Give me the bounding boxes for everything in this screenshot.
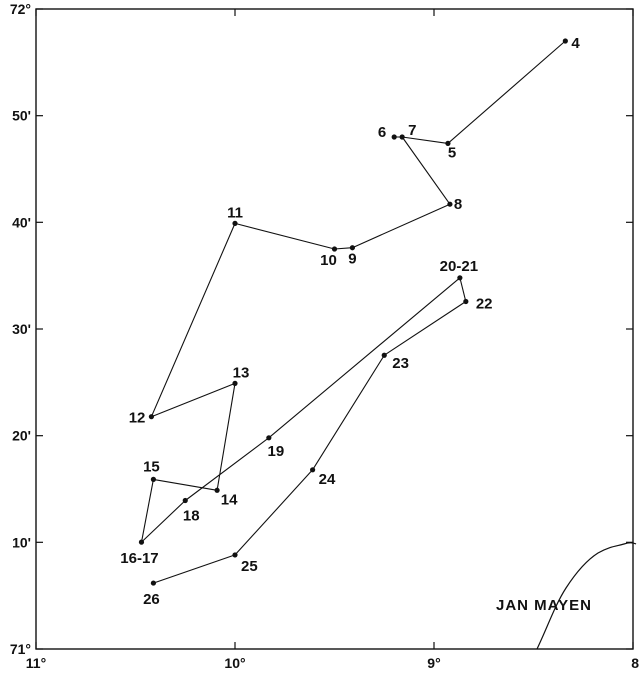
station-label: 7 [408, 122, 416, 139]
track-line [140, 40, 566, 584]
place-label-jan-mayen: JAN MAYEN [496, 597, 592, 614]
station-point [463, 298, 469, 305]
station-label: 23 [392, 355, 409, 372]
station-point [310, 467, 316, 473]
station-points: 4 5 6 7 8 9 10 11 12 13 14 15 16-17 18 19 20-21 22 23 24 25… [120, 35, 580, 608]
station-label: 14 [221, 491, 238, 508]
station-point [150, 580, 157, 586]
station-label: 22 [476, 295, 493, 312]
station-point [399, 134, 405, 140]
station-label: 19 [267, 443, 284, 460]
station-point [562, 38, 568, 44]
lat-label: 50' [12, 108, 31, 124]
station-point [150, 476, 157, 482]
axis-labels: 72° 50' 40' 30' 20' 10' 71°11° 10° 9° 8 [10, 1, 639, 671]
station-point [138, 539, 145, 545]
station-point [148, 414, 155, 420]
station-label: 24 [319, 471, 336, 488]
lat-label: 71° [10, 641, 31, 657]
ship-track-lines [140, 40, 566, 584]
station-label: 10 [320, 252, 337, 269]
axis-ticks [35, 8, 634, 650]
station-point [457, 275, 463, 281]
station-label: 20-21 [440, 258, 478, 275]
station-point [232, 220, 238, 226]
station-label: 15 [143, 458, 160, 475]
station-label: 8 [454, 196, 462, 213]
station-point [331, 246, 338, 252]
station-label: 6 [378, 124, 386, 141]
station-label: 16-17 [120, 550, 158, 567]
station-point [232, 552, 238, 558]
station-point [447, 201, 453, 207]
lat-label: 10' [12, 534, 31, 550]
lat-label: 40' [12, 214, 31, 230]
station-label: 13 [233, 364, 250, 381]
station-label: 4 [571, 35, 580, 52]
station-point [445, 140, 451, 146]
station-label: 11 [227, 204, 243, 221]
station-label: 25 [241, 558, 258, 575]
station-label: 5 [448, 144, 456, 161]
lon-label: 9° [427, 655, 440, 671]
lon-label: 8 [631, 655, 639, 671]
lat-label: 30' [12, 321, 31, 337]
station-point [266, 435, 272, 441]
station-label: 26 [143, 591, 160, 608]
jan-mayen-coastline [536, 542, 637, 650]
station-point [349, 245, 356, 251]
lon-label: 11° [26, 655, 46, 671]
lat-label: 72° [10, 1, 31, 17]
coastline-group [536, 542, 637, 650]
station-point [182, 497, 188, 504]
station-point [381, 352, 387, 358]
station-label: 18 [183, 508, 200, 525]
station-point [232, 380, 238, 386]
station-point [214, 487, 220, 493]
station-point [391, 134, 397, 140]
station-label: 12 [129, 410, 146, 427]
lat-label: 20' [12, 428, 31, 444]
lon-label: 10° [224, 655, 245, 671]
station-label: 9 [348, 251, 356, 268]
